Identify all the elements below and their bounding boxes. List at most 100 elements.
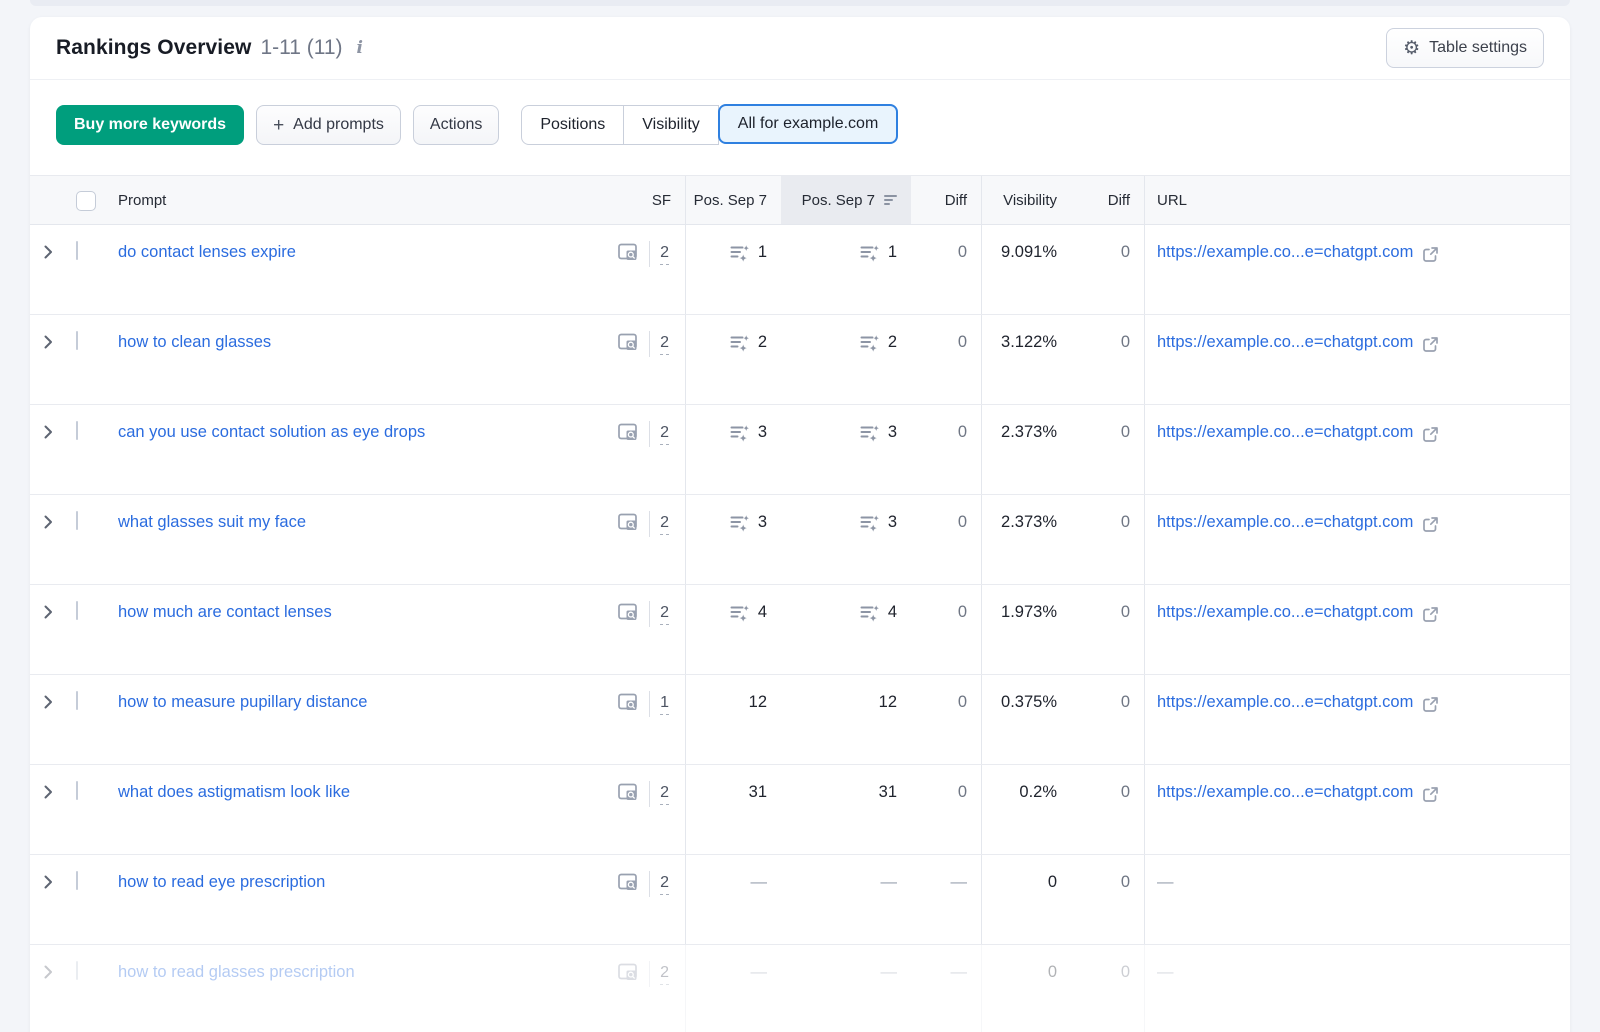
row-checkbox[interactable] — [76, 241, 78, 260]
position-value: — — [750, 873, 768, 891]
chevron-right-icon — [44, 515, 52, 529]
col-header-diff-2[interactable]: Diff — [1107, 191, 1130, 209]
sf-count[interactable]: 2 — [660, 333, 669, 356]
result-url-link[interactable]: https://example.co...e=chatgpt.com — [1157, 243, 1414, 261]
prompt-link[interactable]: can you use contact solution as eye drop… — [118, 423, 426, 441]
sf-count[interactable]: 2 — [660, 873, 669, 896]
serp-features-icon[interactable] — [618, 873, 639, 892]
expand-row-button[interactable] — [30, 315, 76, 404]
sf-count[interactable]: 2 — [660, 963, 669, 986]
col-header-diff-1[interactable]: Diff — [944, 191, 967, 209]
toolbar: Buy more keywords + Add prompts Actions … — [30, 80, 1570, 175]
prompt-link[interactable]: how to read glasses prescription — [118, 963, 355, 981]
info-icon[interactable]: i — [356, 38, 364, 58]
col-header-pos-sep7-a[interactable]: Pos. Sep 7 — [685, 176, 781, 224]
card-header: Rankings Overview 1-11 (11) i ⚙ Table se… — [30, 17, 1570, 80]
result-url-link[interactable]: https://example.co...e=chatgpt.com — [1157, 423, 1414, 441]
expand-row-button[interactable] — [30, 585, 76, 674]
prompt-link[interactable]: how much are contact lenses — [118, 603, 332, 621]
position-value: 3 — [757, 423, 767, 441]
expand-row-button[interactable] — [30, 495, 76, 584]
prompt-link[interactable]: what does astigmatism look like — [118, 783, 351, 801]
expand-row-button[interactable] — [30, 945, 76, 1032]
sf-divider — [649, 331, 651, 357]
serp-features-icon[interactable] — [618, 513, 639, 532]
table-row: do contact lenses expire 2 1 — [30, 225, 1570, 315]
expand-row-button[interactable] — [30, 765, 76, 854]
result-url-link[interactable]: https://example.co...e=chatgpt.com — [1157, 693, 1414, 711]
serp-features-icon[interactable] — [618, 603, 639, 622]
diff-value: 0 — [1120, 963, 1130, 981]
sf-count[interactable]: 1 — [660, 693, 669, 716]
col-header-url[interactable]: URL — [1144, 176, 1570, 224]
add-prompts-button[interactable]: + Add prompts — [256, 105, 401, 145]
row-checkbox[interactable] — [76, 871, 78, 890]
sf-count[interactable]: 2 — [660, 513, 669, 536]
row-checkbox[interactable] — [76, 421, 78, 440]
external-link-icon[interactable] — [1422, 786, 1439, 803]
result-url-link[interactable]: https://example.co...e=chatgpt.com — [1157, 783, 1414, 801]
external-link-icon[interactable] — [1422, 246, 1439, 263]
result-url-link[interactable]: https://example.co...e=chatgpt.com — [1157, 603, 1414, 621]
table-row: how to read eye prescription 2 — — [30, 855, 1570, 945]
col-header-sf[interactable]: SF — [651, 191, 671, 209]
serp-features-icon[interactable] — [618, 963, 639, 982]
col-header-prompt[interactable]: Prompt — [118, 191, 167, 209]
actions-button[interactable]: Actions — [412, 105, 500, 145]
serp-features-icon[interactable] — [618, 423, 639, 442]
expand-row-button[interactable] — [30, 675, 76, 764]
sf-count[interactable]: 2 — [660, 783, 669, 806]
sf-divider — [649, 691, 651, 717]
row-checkbox[interactable] — [76, 601, 78, 620]
external-link-icon[interactable] — [1422, 336, 1439, 353]
position-value: 2 — [757, 333, 767, 351]
external-link-icon[interactable] — [1422, 516, 1439, 533]
serp-features-icon[interactable] — [618, 243, 639, 262]
tab-all-for-example[interactable]: All for example.com — [717, 104, 899, 144]
diff-value: 0 — [957, 243, 967, 261]
result-url-link[interactable]: https://example.co...e=chatgpt.com — [1157, 333, 1414, 351]
position-value: 3 — [887, 513, 897, 531]
sf-count[interactable]: 2 — [660, 243, 669, 266]
select-all-checkbox[interactable] — [76, 190, 96, 211]
row-checkbox[interactable] — [76, 511, 78, 530]
position-value: 4 — [887, 603, 897, 621]
prompt-link[interactable]: how to read eye prescription — [118, 873, 326, 891]
chevron-right-icon — [44, 425, 52, 439]
table-settings-button[interactable]: ⚙ Table settings — [1386, 28, 1544, 68]
chevron-right-icon — [44, 965, 52, 979]
col-header-pos-sep7-b[interactable]: Pos. Sep 7 — [781, 176, 911, 224]
external-link-icon[interactable] — [1422, 426, 1439, 443]
row-checkbox[interactable] — [76, 331, 78, 350]
tab-positions[interactable]: Positions — [521, 105, 625, 145]
row-checkbox[interactable] — [76, 961, 78, 980]
expand-row-button[interactable] — [30, 405, 76, 494]
serp-features-icon[interactable] — [618, 333, 639, 352]
prompt-link[interactable]: what glasses suit my face — [118, 513, 306, 531]
result-url-link[interactable]: https://example.co...e=chatgpt.com — [1157, 513, 1414, 531]
col-header-visibility[interactable]: Visibility — [981, 176, 1071, 224]
previous-card-edge — [30, 0, 1570, 6]
expand-row-button[interactable] — [30, 225, 76, 314]
buy-more-keywords-button[interactable]: Buy more keywords — [56, 105, 245, 145]
diff-value: 0 — [1120, 513, 1130, 531]
chevron-right-icon — [44, 335, 52, 349]
external-link-icon[interactable] — [1422, 606, 1439, 623]
row-checkbox[interactable] — [76, 781, 78, 800]
expand-row-button[interactable] — [30, 855, 76, 944]
sf-count[interactable]: 2 — [660, 603, 669, 626]
external-link-icon[interactable] — [1422, 696, 1439, 713]
diff-value: 0 — [1120, 243, 1130, 261]
prompt-link[interactable]: how to measure pupillary distance — [118, 693, 368, 711]
serp-features-icon[interactable] — [618, 693, 639, 712]
position-value: 12 — [878, 693, 897, 711]
diff-value: 0 — [1120, 333, 1130, 351]
position-value: 4 — [757, 603, 767, 621]
gear-icon: ⚙ — [1403, 37, 1421, 59]
prompt-link[interactable]: how to clean glasses — [118, 333, 272, 351]
sf-count[interactable]: 2 — [660, 423, 669, 446]
prompt-link[interactable]: do contact lenses expire — [118, 243, 296, 261]
tab-visibility[interactable]: Visibility — [624, 105, 719, 145]
row-checkbox[interactable] — [76, 691, 78, 710]
serp-features-icon[interactable] — [618, 783, 639, 802]
